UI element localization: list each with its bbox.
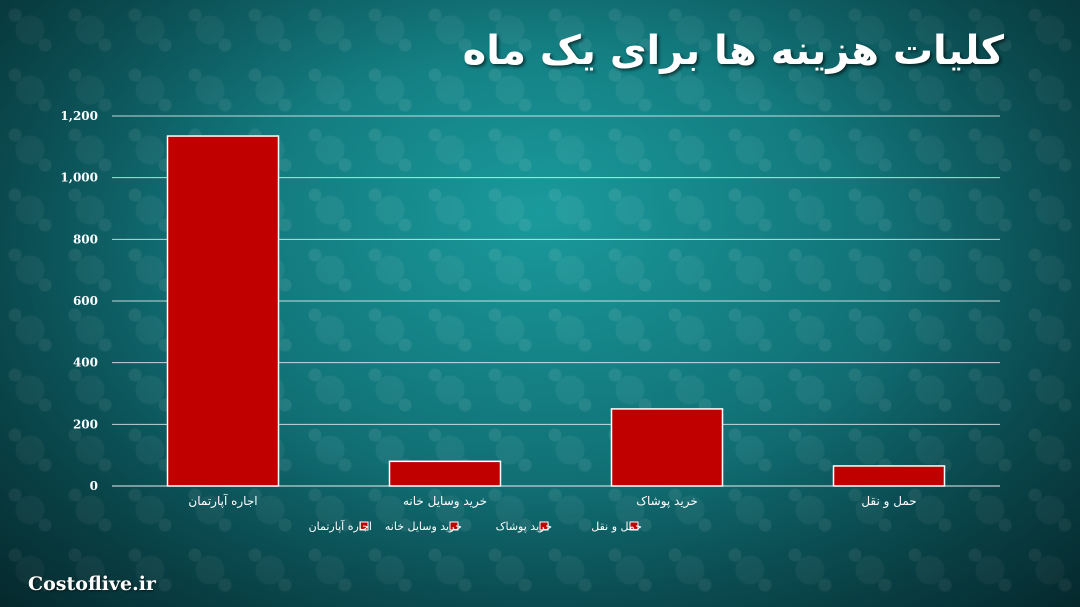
y-tick-label: 1,200 <box>60 109 98 123</box>
legend-swatch <box>539 521 549 531</box>
page-title: کلیات هزینه ها برای یک ماه <box>462 28 1004 74</box>
x-category-label: حمل و نقل <box>861 494 916 509</box>
legend-label: خرید پوشاک <box>496 520 552 533</box>
bar <box>610 408 724 487</box>
site-brand: Costoflive.ir <box>28 573 156 595</box>
y-tick-label: 600 <box>73 294 98 308</box>
bar <box>166 135 280 487</box>
x-category-label: اجاره آپارتمان <box>188 493 257 509</box>
legend-label: اجاره آپارتمان <box>309 519 372 533</box>
x-category-label: خرید پوشاک <box>636 494 697 509</box>
legend-swatch <box>359 521 369 531</box>
legend-swatch <box>449 521 459 531</box>
y-tick-label: 400 <box>73 356 98 370</box>
bar <box>832 465 946 487</box>
x-category-label: خرید وسایل خانه <box>403 494 487 509</box>
bar <box>388 460 502 487</box>
legend-label: خرید وسایل خانه <box>385 520 462 533</box>
y-tick-label: 800 <box>73 232 98 246</box>
y-tick-label: 200 <box>73 417 98 431</box>
legend-label: حمل و نقل <box>591 520 642 533</box>
legend-swatch <box>629 521 639 531</box>
y-tick-label: 1,000 <box>60 171 98 185</box>
y-tick-label: 0 <box>90 479 98 493</box>
